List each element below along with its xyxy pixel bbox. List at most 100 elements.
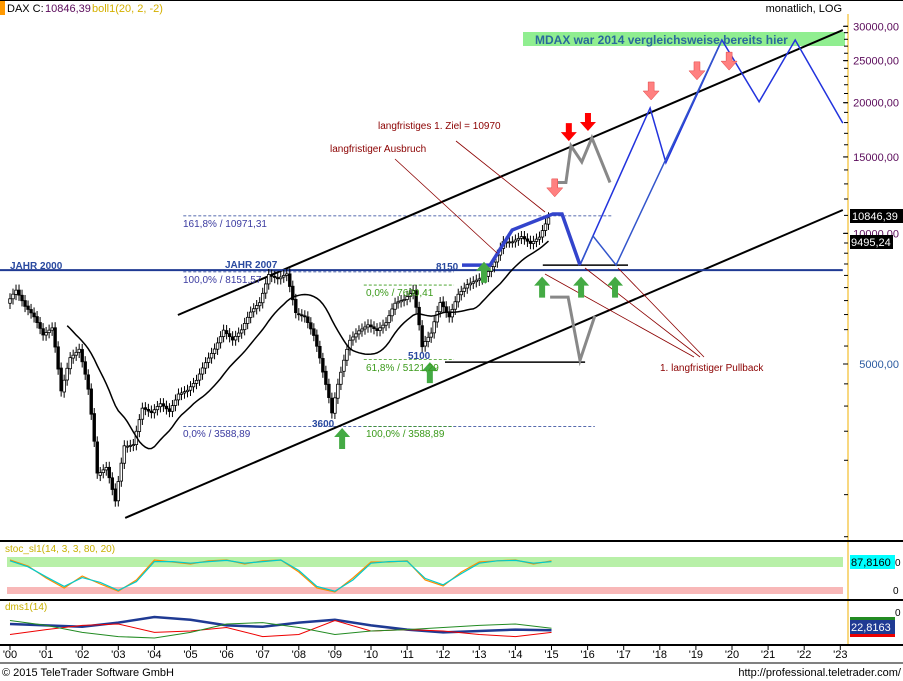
candle-body [417, 306, 421, 326]
candle-body [474, 279, 478, 283]
symbol-label: DAX C: [7, 3, 44, 15]
candle-body [456, 293, 460, 303]
candle-body [8, 298, 12, 304]
candle-body [405, 296, 409, 300]
indicator-label: boll1(20, 2, -2) [92, 3, 163, 15]
candle-body [158, 403, 163, 408]
candle-body [47, 329, 51, 333]
candle-body [381, 324, 385, 329]
stoch-oversold-band [7, 587, 843, 594]
candle-body [510, 241, 515, 244]
candle-body [348, 339, 352, 351]
mdax-band-rect [523, 32, 845, 46]
candle-body [375, 328, 379, 331]
stoch-axis-bottom: 0 [893, 586, 899, 597]
candle-body [363, 326, 367, 330]
candle-body [182, 391, 187, 394]
candle-body [227, 333, 232, 338]
candle-body [95, 441, 99, 474]
price-tick-label: 30000,00 [853, 21, 899, 33]
candle-body [420, 325, 424, 348]
candle-body [399, 300, 403, 303]
source-url[interactable]: http://professional.teletrader.com/ [738, 667, 902, 679]
candle-body [68, 357, 72, 370]
level-3600-label: 3600 [312, 419, 335, 430]
candle-body [152, 409, 157, 414]
arrow-down-icon [546, 178, 564, 198]
price-tick-label: 20000,00 [853, 98, 899, 110]
candle-body [101, 469, 105, 474]
candle-body [164, 405, 169, 410]
candle-body [161, 403, 166, 407]
arrow-down-icon [579, 113, 596, 132]
candle-body [324, 370, 328, 385]
candle-body [435, 311, 439, 323]
candle-body [116, 481, 120, 502]
stoch-overbought-band [7, 557, 843, 567]
candle-body [170, 405, 175, 412]
candle-body [122, 445, 127, 464]
candle-body [146, 408, 151, 412]
candle-body [251, 308, 256, 313]
candle-body [224, 330, 229, 335]
candle-body [333, 397, 337, 414]
candle-body [279, 276, 283, 280]
candle-body [188, 386, 193, 391]
candle-body [212, 348, 217, 354]
candle-body [203, 362, 208, 369]
candle-body [318, 345, 322, 359]
bollinger-line [66, 240, 549, 450]
candle-body [167, 408, 172, 412]
orange-marker [0, 1, 5, 15]
time-axis: '00 '01 '02 '03 '04 '05 '06 '07 '08 '09 '10 '11 '12 '… [3, 645, 847, 661]
time-tick-label: '07 [256, 649, 270, 661]
time-tick-label: '10 [364, 649, 378, 661]
candle-body [516, 238, 521, 241]
candle-body [236, 332, 241, 337]
candle-body [254, 305, 259, 310]
candle-body [200, 367, 205, 375]
candle-body [191, 383, 196, 388]
dms-line-2 [9, 620, 552, 639]
time-tick-label: '15 [544, 649, 558, 661]
candle-body [239, 329, 244, 334]
candle-body [206, 357, 211, 363]
time-tick-label: '02 [75, 649, 89, 661]
trend-lines [0, 29, 844, 519]
candle-body [248, 311, 253, 318]
arrow-up-icon [573, 276, 590, 298]
candle-body [11, 293, 15, 300]
candle-body [543, 223, 548, 231]
candle-body [149, 410, 154, 414]
candle-body [285, 273, 289, 276]
candle-body [89, 388, 93, 415]
candle-body [408, 293, 412, 297]
candle-body [522, 236, 527, 240]
time-tick-label: '01 [39, 649, 53, 661]
price-tick-label: 25000,00 [853, 56, 899, 68]
time-tick-label: '12 [436, 649, 450, 661]
candle-body [369, 324, 373, 328]
candle-body [92, 413, 96, 442]
candle-body [534, 238, 539, 242]
time-tick-label: '16 [580, 649, 594, 661]
candle-body [230, 336, 235, 341]
pointer-pullback-3 [617, 267, 705, 358]
candle-body [354, 333, 358, 338]
pullback-annotation: 1. langfristiger Pullback [660, 363, 764, 374]
candle-body [528, 240, 533, 244]
candle-body [360, 328, 364, 332]
time-tick-label: '22 [797, 649, 811, 661]
time-tick-label: '13 [472, 649, 486, 661]
candle-body [113, 488, 117, 502]
candle-body [291, 285, 295, 301]
candle-body [390, 308, 394, 317]
candle-body [98, 472, 102, 476]
candle-body [342, 359, 346, 372]
jahr2000-label: JAHR 2000 [10, 261, 63, 272]
candle-body [477, 278, 481, 281]
candle-body [546, 217, 551, 225]
lower-band-label: 9495,24 [851, 237, 891, 249]
candle-body [221, 329, 226, 337]
